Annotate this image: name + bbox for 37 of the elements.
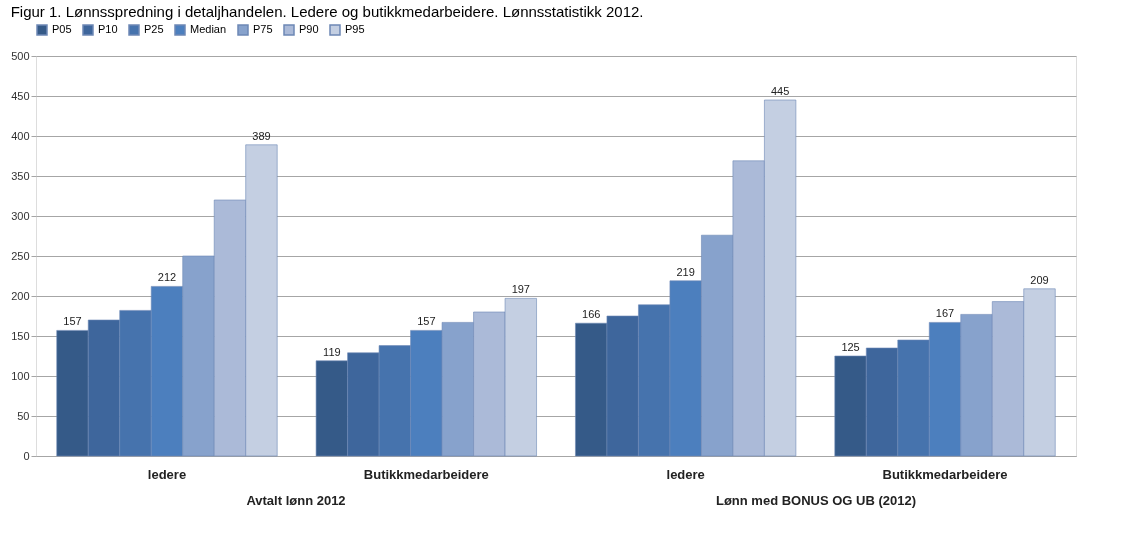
- y-tick-label: 350: [11, 169, 30, 182]
- y-tick-label: 250: [11, 249, 30, 262]
- data-label: 166: [582, 308, 601, 321]
- y-tick-label: 0: [23, 449, 30, 462]
- y-tick-label: 150: [11, 329, 30, 342]
- legend-label: P90: [299, 23, 319, 35]
- data-label: 119: [323, 345, 341, 358]
- data-label: 157: [417, 315, 436, 328]
- data-label: 157: [63, 315, 82, 328]
- data-label: 389: [252, 129, 271, 142]
- y-tick-label: 450: [11, 89, 30, 102]
- data-label: 219: [676, 265, 695, 278]
- text: Avtalt lønn 2012: [246, 493, 346, 508]
- x-tick-label: Butikkmedarbeidere: [882, 466, 1008, 482]
- x-tick-label: Butikkmedarbeidere: [363, 466, 489, 482]
- y-tick-label: 50: [17, 409, 30, 422]
- y-tick-label: 400: [11, 129, 30, 142]
- data-label: 212: [157, 271, 177, 284]
- y-tick-label: 500: [11, 49, 30, 62]
- legend-label: P10: [98, 23, 118, 35]
- y-tick-label: 300: [11, 209, 30, 222]
- x-tick-label: ledere: [147, 466, 187, 482]
- legend-label: P25: [144, 23, 164, 35]
- y-tick-label: 100: [11, 369, 30, 382]
- data-label: 445: [770, 85, 790, 97]
- data-label: 197: [511, 283, 530, 296]
- legend-label: P05: [52, 23, 72, 35]
- y-tick-label: 200: [11, 289, 30, 302]
- legend-label: P75: [253, 23, 273, 35]
- data-label: 167: [935, 307, 955, 320]
- legend-label: P95: [345, 23, 365, 35]
- chart-title: Figur 1. Lønnsspredning i detaljhandelen. Ledere og butikkmedarbeidere. Lønnsstatistikk 2012.: [10, 3, 644, 20]
- data-label: 209: [1030, 273, 1049, 286]
- data-label: 125: [841, 341, 860, 353]
- x-tick-label: ledere: [666, 466, 705, 482]
- text: Lønn med BONUS OG UB (2012): [715, 493, 917, 508]
- legend-label: Median: [190, 23, 227, 35]
